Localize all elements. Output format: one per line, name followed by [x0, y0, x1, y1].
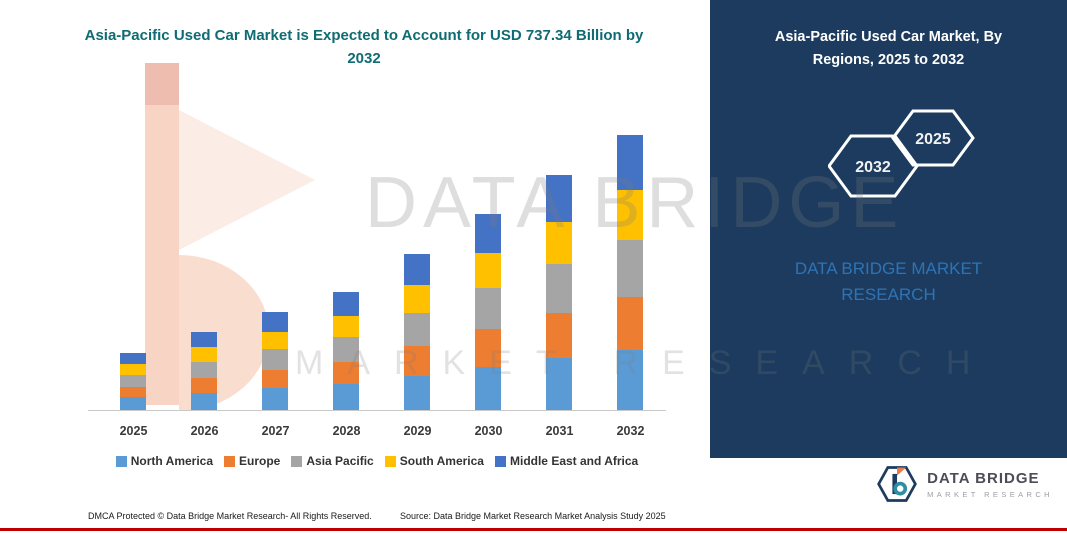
x-label-2031: 2031 — [545, 424, 574, 438]
segment-2028-middle-east-and-africa — [333, 292, 359, 316]
logo-watermark-flag — [179, 110, 315, 250]
segment-2027-south-america — [262, 331, 288, 350]
segment-2025-europe — [120, 386, 146, 398]
legend-label: South America — [399, 454, 484, 468]
segment-2030-middle-east-and-africa — [475, 214, 501, 254]
legend-item-middle-east-and-africa: Middle East and Africa — [494, 454, 639, 468]
legend-item-europe: Europe — [224, 454, 280, 468]
segment-2027-europe — [262, 369, 288, 389]
segment-2027-north-america — [262, 388, 288, 410]
legend-swatch — [384, 455, 396, 467]
plot-area — [88, 121, 666, 411]
segment-2030-south-america — [475, 253, 501, 289]
segment-2027-asia-pacific — [262, 349, 288, 370]
segment-2025-middle-east-and-africa — [120, 353, 146, 365]
dbmr-brand-logo: DATA BRIDGE MARKET RESEARCH — [875, 462, 1053, 506]
legend-item-asia-pacific: Asia Pacific — [291, 454, 374, 468]
segment-2032-middle-east-and-africa — [617, 135, 643, 191]
panel-title: Asia-Pacific Used Car Market, By Regions… — [774, 29, 1003, 69]
legend-label: North America — [130, 454, 214, 468]
segment-2028-south-america — [333, 315, 359, 337]
brand-logo-subtitle: MARKET RESEARCH — [927, 489, 1053, 499]
x-label-2027: 2027 — [261, 424, 290, 438]
segment-2031-asia-pacific — [546, 264, 572, 314]
dbmr-logo-icon — [877, 466, 918, 502]
segment-2031-middle-east-and-africa — [546, 175, 572, 223]
legend-swatch — [494, 455, 506, 467]
logo-watermark-stem — [145, 105, 179, 405]
segment-2028-north-america — [333, 383, 359, 410]
hexagon-2025 — [891, 109, 975, 167]
segment-2031-north-america — [546, 358, 572, 410]
segment-2030-europe — [475, 329, 501, 367]
segment-2025-north-america — [120, 397, 146, 410]
dmca-footer-text: DMCA Protected © Data Bridge Market Rese… — [88, 511, 372, 521]
bar-2031 — [546, 175, 572, 410]
x-label-2026: 2026 — [190, 424, 219, 438]
segment-2030-asia-pacific — [475, 288, 501, 330]
segment-2029-north-america — [404, 375, 430, 410]
panel-brand-wrap: DATA BRIDGE MARKET RESEARCH — [710, 256, 1067, 307]
x-label-2028: 2028 — [332, 424, 361, 438]
legend-swatch — [291, 455, 303, 467]
hexagon-2032-label: 2032 — [855, 159, 891, 176]
chart-legend: North America Europe Asia Pacific South Ame… — [88, 454, 666, 468]
segment-2025-asia-pacific — [120, 374, 146, 387]
segment-2025-south-america — [120, 364, 146, 375]
segment-2029-middle-east-and-africa — [404, 254, 430, 286]
legend-item-south-america: South America — [384, 454, 484, 468]
segment-2026-south-america — [191, 347, 217, 362]
bar-2030 — [475, 214, 501, 410]
source-footer-text: Source: Data Bridge Market Research Mark… — [400, 511, 666, 521]
x-label-2032: 2032 — [616, 424, 645, 438]
panel-brand-text: DATA BRIDGE MARKET RESEARCH — [794, 259, 983, 304]
bar-2029 — [404, 254, 430, 410]
segment-2027-middle-east-and-africa — [262, 312, 288, 332]
bar-2027 — [262, 312, 288, 410]
bar-2025 — [120, 353, 146, 410]
bar-2028 — [333, 292, 359, 410]
legend-label: Middle East and Africa — [509, 454, 639, 468]
legend-label: Asia Pacific — [306, 454, 374, 468]
segment-2029-south-america — [404, 285, 430, 314]
x-label-2025: 2025 — [119, 424, 148, 438]
segment-2030-north-america — [475, 366, 501, 410]
segment-2028-asia-pacific — [333, 336, 359, 362]
x-label-2030: 2030 — [474, 424, 503, 438]
year-hexagons: 2032 2025 — [828, 109, 975, 198]
segment-2032-europe — [617, 297, 643, 350]
segment-2026-asia-pacific — [191, 361, 217, 378]
legend-item-north-america: North America — [115, 454, 214, 468]
segment-2029-europe — [404, 346, 430, 376]
segment-2026-north-america — [191, 392, 217, 410]
segment-2031-south-america — [546, 222, 572, 265]
segment-2032-north-america — [617, 349, 643, 410]
segment-2026-europe — [191, 377, 217, 393]
legend-swatch — [115, 455, 127, 467]
hexagon-2025-label: 2025 — [915, 131, 951, 148]
segment-2026-middle-east-and-africa — [191, 332, 217, 348]
x-label-2029: 2029 — [403, 424, 432, 438]
segment-2028-europe — [333, 361, 359, 384]
legend-label: Europe — [239, 454, 281, 468]
segment-2032-south-america — [617, 190, 643, 240]
bar-2026 — [191, 332, 217, 410]
segment-2032-asia-pacific — [617, 239, 643, 298]
right-panel: Asia-Pacific Used Car Market, By Regions… — [710, 0, 1067, 458]
brand-logo-text: DATA BRIDGE MARKET RESEARCH — [927, 470, 1053, 499]
bar-2032 — [617, 135, 643, 410]
segment-2031-europe — [546, 313, 572, 359]
legend-swatch — [224, 455, 236, 467]
brand-logo-title: DATA BRIDGE — [927, 469, 1040, 487]
x-axis-labels: 2025 2026 2027 2028 2029 2030 2031 2032 — [88, 424, 666, 438]
bottom-red-rule — [0, 528, 1067, 531]
segment-2029-asia-pacific — [404, 313, 430, 347]
chart-title: Asia-Pacific Used Car Market is Expected… — [84, 27, 644, 68]
logo-watermark-top-block — [145, 63, 179, 105]
